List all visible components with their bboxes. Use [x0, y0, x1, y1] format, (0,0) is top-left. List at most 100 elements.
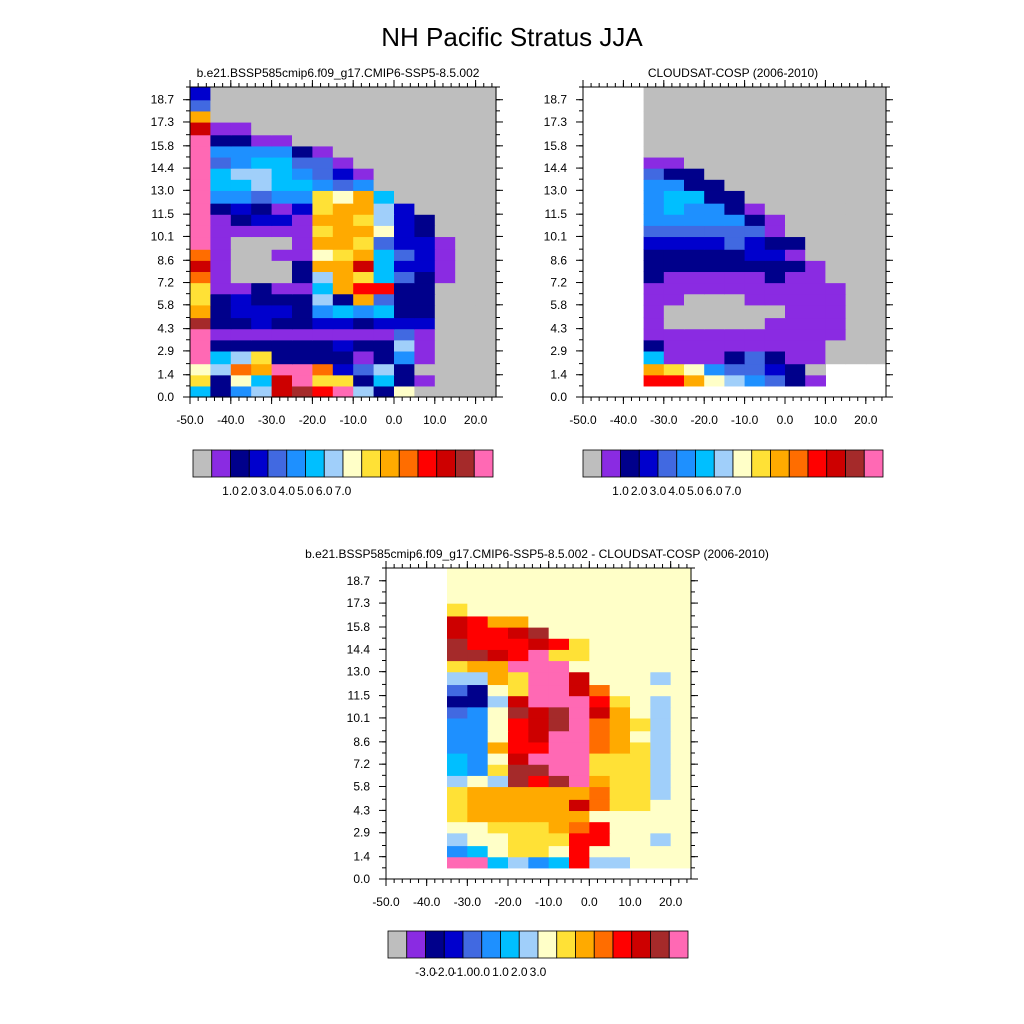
heatmap-cell: [190, 282, 211, 295]
heatmap-cell: [528, 660, 550, 673]
colorbar-box: [556, 930, 576, 959]
heatmap-cell: [394, 293, 415, 306]
heatmap-cell: [650, 775, 672, 788]
heatmap-cell: [704, 339, 725, 352]
heatmap-cell: [589, 845, 611, 858]
heatmap-cell: [251, 179, 273, 191]
heatmap-cell: [630, 730, 651, 743]
heatmap-cell: [663, 214, 685, 226]
heatmap-cell: [805, 363, 826, 376]
heatmap-cell: [684, 121, 705, 136]
heatmap-cell: [230, 179, 252, 191]
heatmap-cell: [764, 260, 786, 273]
heatmap-cell: [394, 328, 415, 341]
heatmap-cell: [663, 190, 685, 204]
heatmap-cell: [825, 87, 847, 101]
colorbar-label: 4.0: [668, 484, 685, 498]
heatmap-cell: [487, 856, 509, 869]
heatmap-cell: [190, 225, 211, 238]
heatmap-cell: [467, 786, 489, 800]
heatmap-cell: [825, 168, 847, 180]
heatmap-cell: [630, 615, 651, 628]
heatmap-cell: [332, 225, 354, 238]
heatmap-cell: [663, 134, 685, 147]
y-tick-label: 1.4: [550, 368, 567, 382]
heatmap-cell: [548, 706, 570, 719]
heatmap-cell: [724, 168, 746, 180]
heatmap-cell: [764, 168, 786, 180]
heatmap-cell: [569, 799, 590, 812]
heatmap-cell: [845, 249, 867, 261]
heatmap-cell: [845, 214, 867, 226]
heatmap-cell: [805, 214, 826, 226]
heatmap-cell: [312, 190, 334, 204]
heatmap-cell: [312, 317, 334, 330]
heatmap-cell: [684, 282, 705, 295]
heatmap-cell: [569, 730, 590, 743]
heatmap-cell: [548, 695, 570, 708]
heatmap-cell: [271, 282, 293, 295]
heatmap-cell: [785, 225, 806, 238]
heatmap-cell: [434, 110, 456, 123]
heatmap-cell: [589, 810, 611, 823]
heatmap-cell: [825, 203, 847, 215]
heatmap-cell: [292, 145, 313, 158]
heatmap-cell: [190, 293, 211, 306]
heatmap-cell: [724, 271, 746, 284]
heatmap-cell: [630, 821, 651, 834]
heatmap-cell: [373, 134, 395, 147]
x-tick-label: -30.0: [258, 413, 286, 427]
heatmap-cell: [292, 260, 313, 273]
heatmap-cell: [434, 385, 456, 398]
heatmap-cell: [373, 385, 395, 398]
heatmap-cell: [670, 684, 692, 697]
heatmap-cell: [332, 203, 354, 215]
heatmap-cell: [414, 271, 436, 284]
heatmap-cell: [251, 236, 273, 250]
heatmap-cell: [332, 156, 354, 169]
heatmap-cell: [394, 134, 415, 147]
heatmap-cell: [373, 236, 395, 250]
heatmap-cell: [251, 225, 273, 238]
heatmap-cell: [292, 282, 313, 295]
heatmap-cell: [684, 293, 705, 306]
heatmap-cell: [251, 363, 273, 376]
heatmap-cell: [845, 225, 867, 238]
heatmap-cell: [271, 225, 293, 238]
heatmap-cell: [373, 260, 395, 273]
heatmap-cell: [744, 350, 766, 365]
y-tick-label: 18.7: [151, 93, 175, 107]
heatmap-cell: [569, 638, 590, 650]
heatmap-cell: [455, 374, 477, 387]
heatmap-cell: [845, 304, 867, 319]
colorbar-box: [473, 449, 494, 478]
heatmap-cell: [332, 99, 354, 112]
heatmap-cell: [630, 856, 651, 869]
heatmap-cell: [589, 799, 611, 812]
heatmap-cell: [825, 190, 847, 204]
heatmap-cell: [785, 293, 806, 306]
heatmap-cell: [414, 203, 436, 215]
heatmap-cell: [845, 282, 867, 295]
heatmap-cell: [312, 168, 334, 180]
heatmap-cell: [210, 87, 232, 101]
heatmap-cell: [487, 717, 509, 732]
heatmap-cell: [292, 317, 313, 330]
heatmap-cell: [251, 121, 273, 136]
colorbar-box: [305, 449, 325, 478]
heatmap-cell: [292, 339, 313, 352]
heatmap-cell: [271, 203, 293, 215]
heatmap-cell: [312, 328, 334, 341]
y-tick-label: 5.8: [550, 298, 567, 312]
heatmap-cell: [353, 293, 375, 306]
heatmap-cell: [332, 87, 354, 101]
heatmap-cell: [251, 203, 273, 215]
heatmap-cell: [271, 179, 293, 191]
heatmap-cell: [865, 317, 887, 330]
heatmap-cell: [434, 339, 456, 352]
x-tick-label: 20.0: [659, 895, 683, 909]
heatmap-cell: [414, 145, 436, 158]
heatmap-cell: [630, 832, 651, 847]
heatmap-cell: [589, 764, 611, 776]
heatmap-cell: [251, 110, 273, 123]
